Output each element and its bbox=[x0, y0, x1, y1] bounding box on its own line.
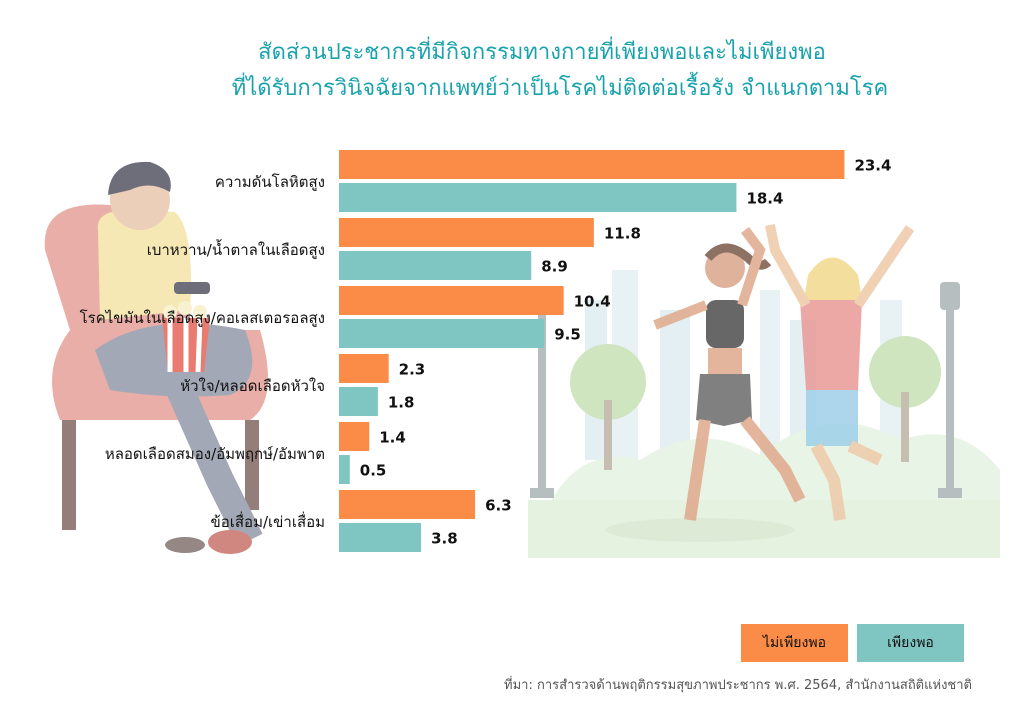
bar-sufficient-3 bbox=[339, 387, 378, 416]
value-label-insufficient-0: 23.4 bbox=[854, 157, 891, 175]
bar-insufficient-1 bbox=[339, 218, 594, 247]
bar-chart: 23.4 18.4 ความดันโลหิตสูง 11.8 8.9 เบาหวาน/น้… bbox=[80, 150, 891, 552]
bar-insufficient-3 bbox=[339, 354, 389, 383]
value-label-insufficient-5: 6.3 bbox=[485, 497, 512, 515]
value-label-insufficient-2: 10.4 bbox=[574, 293, 611, 311]
value-label-sufficient-5: 3.8 bbox=[431, 530, 458, 548]
bar-sufficient-2 bbox=[339, 319, 545, 348]
value-label-sufficient-4: 0.5 bbox=[360, 462, 387, 480]
value-label-insufficient-3: 2.3 bbox=[399, 361, 426, 379]
source-note: ที่มา: การสำรวจด้านพฤติกรรมสุขภาพประชากร… bbox=[504, 678, 972, 693]
category-label-2: โรคไขมันในเลือดสูง/คอเลสเตอรอลสูง bbox=[80, 309, 325, 327]
bar-insufficient-0 bbox=[339, 150, 845, 179]
category-label-3: หัวใจ/หลอดเลือดหัวใจ bbox=[180, 377, 325, 395]
bar-sufficient-1 bbox=[339, 251, 532, 280]
chart-title-line-2: ที่ได้รับการวินิจฉัยจากแพทย์ว่าเป็นโรคไม… bbox=[231, 76, 889, 101]
sitting-person-illustration bbox=[44, 161, 268, 554]
category-label-0: ความดันโลหิตสูง bbox=[215, 173, 325, 191]
exercising-people-illustration bbox=[653, 224, 915, 521]
park-scene-illustration bbox=[528, 270, 1000, 558]
category-label-5: ข้อเสื่อม/เข่าเสื่อม bbox=[211, 511, 325, 531]
legend-insufficient: ไม่เพียงพอ bbox=[741, 624, 848, 662]
legend-sufficient-label: เพียงพอ bbox=[887, 635, 934, 651]
category-label-4: หลอดเลือดสมอง/อัมพฤกษ์/อัมพาต bbox=[105, 445, 325, 463]
value-label-insufficient-4: 1.4 bbox=[379, 429, 406, 447]
bar-sufficient-5 bbox=[339, 523, 422, 552]
bar-insufficient-2 bbox=[339, 286, 564, 315]
value-label-insufficient-1: 11.8 bbox=[604, 225, 641, 243]
value-label-sufficient-0: 18.4 bbox=[746, 190, 783, 208]
category-label-1: เบาหวาน/น้ำตาลในเลือดสูง bbox=[147, 239, 325, 259]
bar-sufficient-4 bbox=[339, 455, 350, 484]
bar-sufficient-0 bbox=[339, 183, 737, 212]
bar-insufficient-4 bbox=[339, 422, 370, 451]
legend-insufficient-label: ไม่เพียงพอ bbox=[763, 635, 826, 651]
bar-insufficient-5 bbox=[339, 490, 476, 519]
value-label-sufficient-2: 9.5 bbox=[554, 326, 581, 344]
chart-title-line-1: สัดส่วนประชากรที่มีกิจกรรมทางกายที่เพียง… bbox=[258, 40, 826, 65]
legend-sufficient: เพียงพอ bbox=[857, 624, 964, 662]
value-label-sufficient-1: 8.9 bbox=[541, 258, 568, 276]
value-label-sufficient-3: 1.8 bbox=[388, 394, 415, 412]
